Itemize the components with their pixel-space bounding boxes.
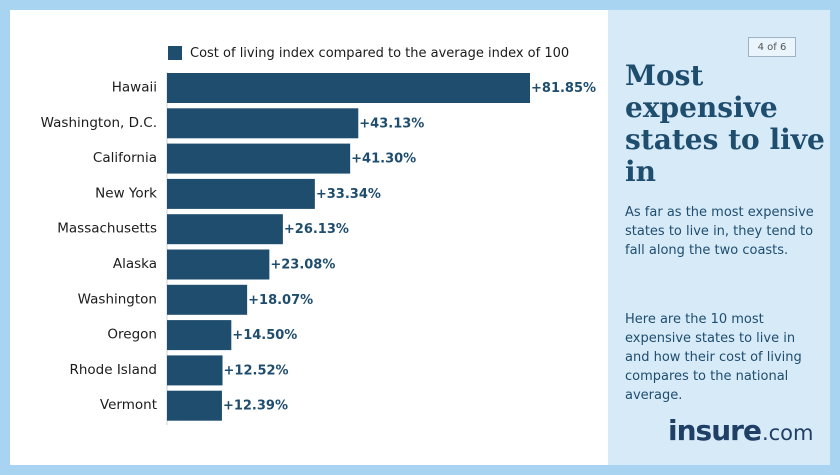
bar xyxy=(167,214,283,245)
bar xyxy=(167,143,351,174)
value-label: +14.50% xyxy=(232,328,297,343)
category-label: New York xyxy=(95,185,157,201)
bar xyxy=(167,178,315,209)
page-indicator: 4 of 6 xyxy=(748,37,796,57)
value-label: +23.08% xyxy=(270,258,335,273)
category-label: Massachusetts xyxy=(57,221,157,237)
category-label: Washington xyxy=(78,291,157,307)
value-label: +12.39% xyxy=(223,399,288,414)
value-label: +18.07% xyxy=(248,293,313,308)
value-label: +33.34% xyxy=(316,187,381,202)
category-label: Hawaii xyxy=(112,80,157,96)
bar xyxy=(167,284,248,315)
detail-paragraph: Here are the 10 most expensive states to… xyxy=(625,312,802,403)
page-title: Most expensive states to live in xyxy=(625,59,825,188)
value-label: +12.52% xyxy=(224,363,289,378)
logo-suffix: .com xyxy=(761,421,814,445)
bar xyxy=(167,73,530,103)
category-label: Alaska xyxy=(113,256,157,272)
category-label: California xyxy=(93,150,157,166)
intro-paragraph: As far as the most expensive states to l… xyxy=(625,205,814,258)
value-label: +81.85% xyxy=(531,81,596,96)
bar xyxy=(167,108,359,139)
side-panel xyxy=(608,10,830,465)
logo-wordmark: insure xyxy=(668,414,762,447)
insure-logo: insure .com xyxy=(668,414,813,448)
category-label: Vermont xyxy=(100,397,157,413)
value-label: +41.30% xyxy=(351,152,416,167)
category-label: Rhode Island xyxy=(69,362,157,378)
bar xyxy=(167,320,232,351)
legend-swatch xyxy=(168,46,182,60)
legend-label: Cost of living index compared to the ave… xyxy=(190,45,570,61)
category-label: Oregon xyxy=(107,327,157,343)
bar xyxy=(167,390,222,421)
bar xyxy=(167,249,270,280)
chart-legend: Cost of living index compared to the ave… xyxy=(168,44,569,62)
value-label: +43.13% xyxy=(359,116,424,131)
bar xyxy=(167,355,223,386)
category-label: Washington, D.C. xyxy=(41,115,157,131)
value-label: +26.13% xyxy=(284,222,349,237)
